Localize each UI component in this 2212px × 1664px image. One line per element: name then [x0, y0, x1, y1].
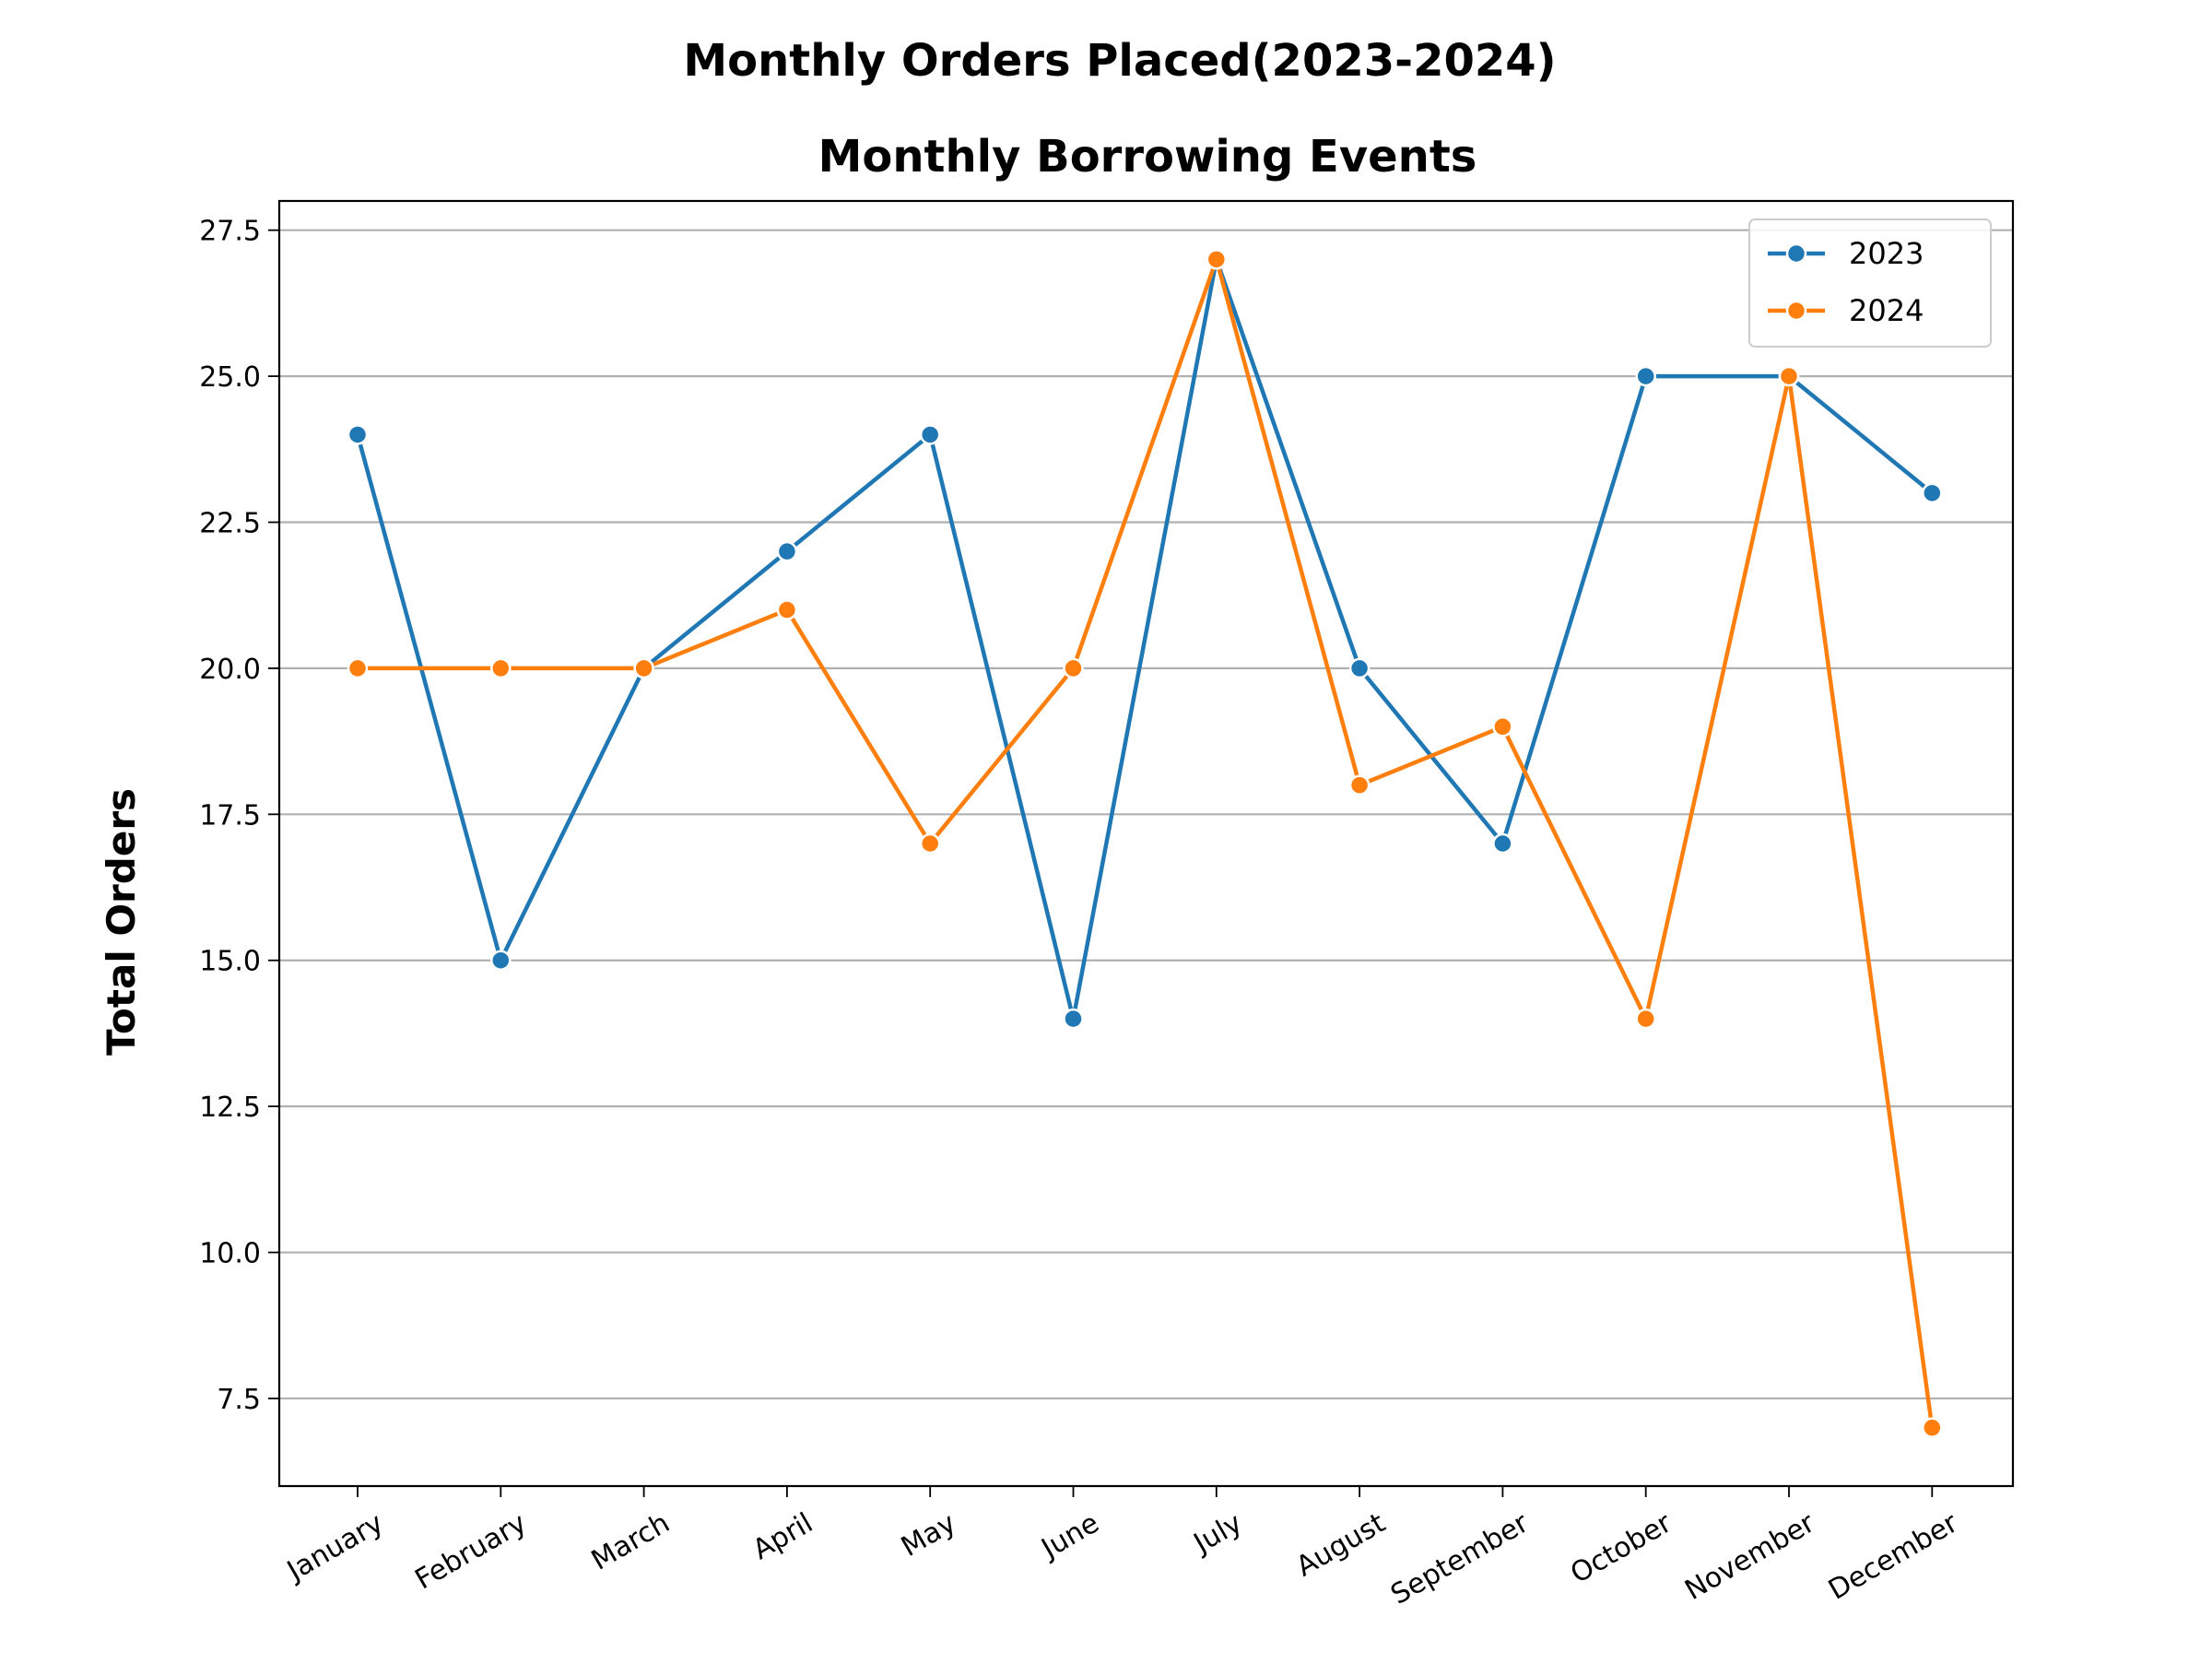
- y-tick-label: 15.0: [199, 946, 261, 978]
- gridlines: [279, 229, 2013, 1400]
- data-point-2024: [1063, 657, 1084, 679]
- series-line-2023: [355, 257, 1934, 1021]
- x-tick-label: November: [1679, 1506, 1820, 1607]
- x-tick-label: December: [1823, 1506, 1964, 1606]
- data-point-2024: [1348, 774, 1371, 796]
- x-tick-label: February: [410, 1507, 533, 1597]
- series-line-2024: [358, 257, 1935, 1428]
- legend-label: 2023: [1849, 236, 1924, 271]
- axes: 7.5 10.0 12.5 15.0 17.5 20.0 22.5 25.0 27.5 Janua…: [199, 199, 2015, 1611]
- legend-label: 2024: [1849, 293, 1924, 328]
- data-point-2023: [1063, 1008, 1084, 1030]
- y-tick-label: 10.0: [199, 1238, 261, 1270]
- data-point-2024: [1635, 1008, 1656, 1030]
- data-point-2023: [1635, 365, 1656, 387]
- x-tick-label: June: [1035, 1507, 1105, 1566]
- chart-title: Monthly Borrowing Events: [818, 131, 1477, 183]
- y-tick-label: 20.0: [199, 654, 261, 686]
- plot-frame: [277, 199, 2015, 1488]
- data-point-2024: [347, 657, 369, 679]
- chart-suptitle: Monthly Orders Placed(2023-2024): [683, 35, 1556, 87]
- x-tick-label: April: [747, 1507, 818, 1567]
- data-point-2024: [1492, 716, 1513, 738]
- data-point-2024: [490, 657, 512, 679]
- legend-marker-2024: [1785, 300, 1807, 322]
- x-tick-label: May: [896, 1507, 961, 1564]
- y-axis-label: Total Orders: [99, 788, 144, 1056]
- y-tick-label: 25.0: [199, 361, 261, 394]
- x-tick-label: September: [1385, 1506, 1535, 1611]
- data-point-2024: [1922, 1417, 1943, 1438]
- data-point-2023: [347, 424, 369, 445]
- data-point-2023: [490, 950, 512, 971]
- y-tick-label: 12.5: [199, 1092, 261, 1124]
- x-tick-label: March: [586, 1507, 676, 1577]
- y-tick-label: 17.5: [199, 799, 261, 832]
- data-point-2024: [633, 657, 654, 679]
- data-point-2023: [1492, 832, 1513, 855]
- data-point-2024: [919, 832, 941, 855]
- data-point-2024: [776, 599, 798, 620]
- data-point-2023: [776, 540, 798, 562]
- y-tick-label: 27.5: [199, 216, 261, 248]
- x-tick-label: October: [1565, 1506, 1677, 1590]
- data-point-2023: [919, 424, 941, 445]
- data-point-2024: [1206, 249, 1228, 270]
- x-tick-label: January: [280, 1507, 389, 1588]
- series-lines: [347, 249, 1943, 1438]
- x-tick-label: August: [1291, 1507, 1392, 1584]
- data-point-2024: [1778, 365, 1800, 387]
- y-tick-label: 22.5: [199, 508, 261, 540]
- data-point-2023: [1922, 482, 1943, 504]
- x-tick-label: July: [1187, 1507, 1248, 1561]
- y-tick-label: 7.5: [217, 1384, 261, 1416]
- legend-box: [1748, 218, 1992, 348]
- legend: 2023 2024: [1748, 218, 1992, 348]
- data-point-2023: [1348, 657, 1371, 679]
- legend-marker-2023: [1785, 242, 1807, 265]
